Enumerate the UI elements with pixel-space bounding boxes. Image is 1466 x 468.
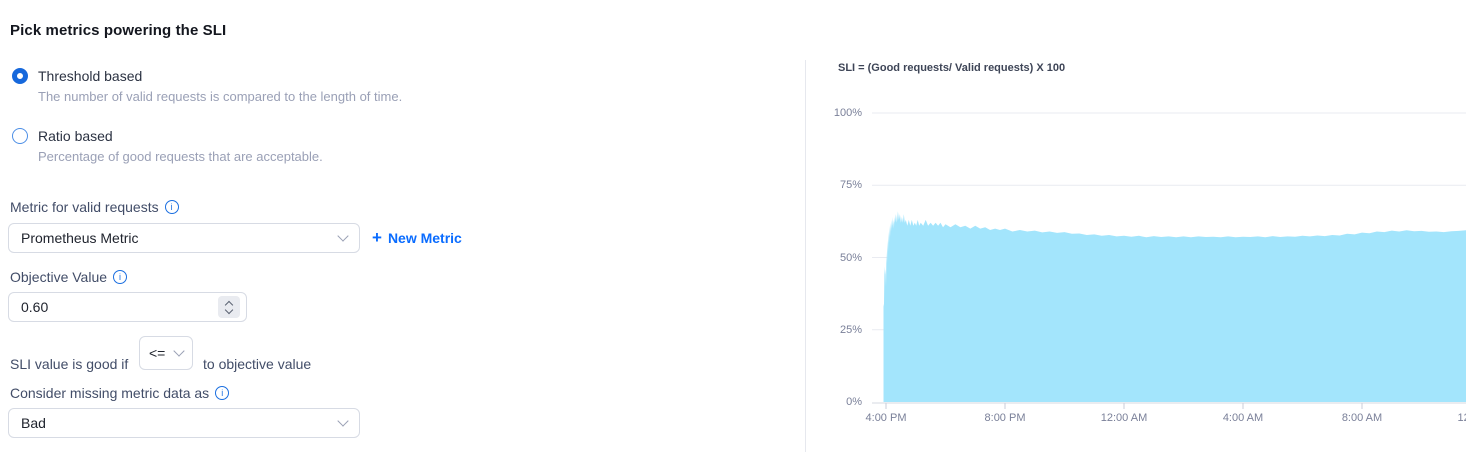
metric-select-value: Prometheus Metric [21,230,139,246]
operator-value: <= [149,345,166,361]
info-icon[interactable]: i [215,386,230,400]
objective-value-input[interactable]: 0.60 [8,292,247,322]
metric-field-label: Metric for valid requests i [10,199,179,215]
x-axis-tick-label: 12:00 PM [1457,412,1466,424]
info-icon[interactable]: i [164,200,179,214]
missing-data-field-label: Consider missing metric data as i [10,385,230,401]
missing-data-select[interactable]: Bad [8,408,360,438]
x-axis-tick-label: 4:00 AM [1222,412,1264,424]
objective-field-label: Objective Value i [10,269,128,285]
y-axis-tick-label: 25% [839,323,862,336]
radio-threshold-based[interactable] [12,68,28,84]
sli-chart-panel: SLI = (Good requests/ Valid requests) X … [830,58,1466,438]
metric-field-label-text: Metric for valid requests [10,199,159,215]
info-icon[interactable]: i [113,270,128,284]
radio-ratio-description: Percentage of good requests that are acc… [38,149,323,164]
radio-ratio-label[interactable]: Ratio based [38,128,113,144]
radio-ratio-based[interactable] [12,128,28,144]
new-metric-label: New Metric [387,229,462,246]
radio-threshold-label[interactable]: Threshold based [38,68,143,84]
chevron-down-icon [173,345,185,357]
operator-select[interactable]: <= [139,336,193,370]
x-axis-tick-label: 8:00 AM [1341,412,1383,424]
vertical-divider [805,60,806,452]
objective-value-text: 0.60 [21,299,49,315]
comparison-prefix: SLI value is good if [10,356,129,372]
missing-data-select-value: Bad [21,415,46,431]
y-axis-tick-label: 75% [839,179,862,192]
chevron-down-icon [337,415,349,427]
metric-select[interactable]: Prometheus Metric [8,223,360,253]
plus-icon: + [372,228,382,247]
radio-threshold-description: The number of valid requests is compared… [38,89,403,104]
radio-selected-icon[interactable] [12,68,28,84]
missing-data-label-text: Consider missing metric data as [10,385,210,401]
number-stepper[interactable] [218,296,240,318]
sli-area-chart [872,112,1466,409]
x-axis-tick-label: 8:00 PM [984,412,1026,424]
page-title: Pick metrics powering the SLI [10,22,227,39]
chart-title: SLI = (Good requests/ Valid requests) X … [838,62,1066,74]
y-axis-tick-label: 50% [839,251,862,264]
comparison-suffix: to objective value [203,356,312,372]
radio-unselected-icon[interactable] [12,128,28,144]
y-axis-tick-label: 100% [833,107,862,119]
x-axis-tick-label: 12:00 AM [1100,412,1148,424]
objective-field-label-text: Objective Value [10,269,108,285]
x-axis-tick-label: 4:00 PM [865,412,907,424]
new-metric-button[interactable]: + New Metric [372,229,462,246]
chevron-down-icon [337,230,349,242]
y-axis-tick-label: 0% [846,396,862,408]
